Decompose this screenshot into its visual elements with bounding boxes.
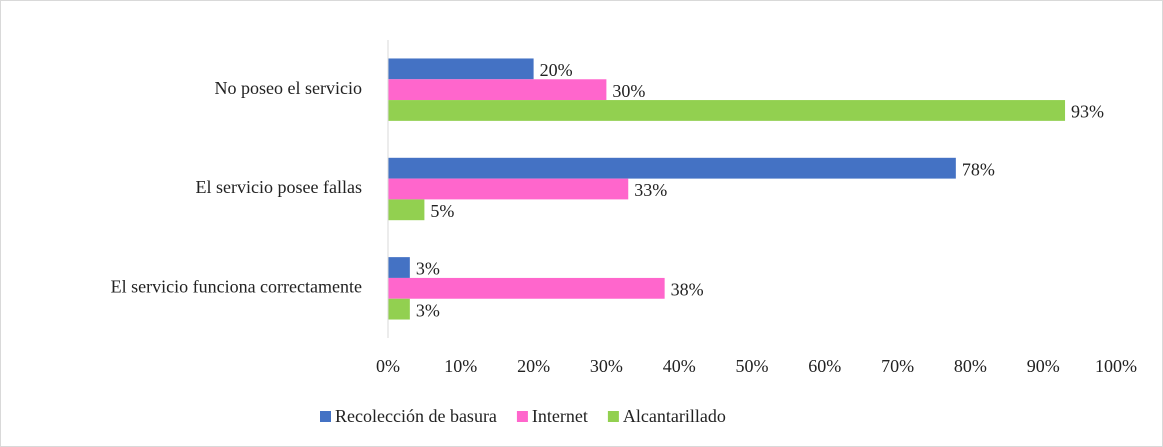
data-label: 5% [430,201,454,221]
data-label: 38% [671,279,704,299]
legend-label: Recolección de basura [335,406,497,426]
data-label: 20% [540,60,573,80]
data-label: 3% [416,259,440,279]
x-tick-label: 30% [590,356,623,376]
y-tick-label: No poseo el servicio [215,78,362,98]
bar [388,100,1066,121]
data-label: 3% [416,300,440,320]
legend-label: Alcantarillado [623,406,726,426]
legend-swatch [320,411,331,422]
y-tick-label: El servicio posee fallas [196,177,362,197]
x-tick-label: 100% [1095,356,1137,376]
x-tick-label: 40% [663,356,696,376]
bar [388,298,410,320]
bar [388,277,665,299]
legend-swatch [607,411,619,422]
x-tick-label: 60% [808,356,841,376]
bar [388,58,534,80]
legend-label: Internet [532,406,588,426]
y-tick-label: El servicio funciona correctamente [111,276,362,296]
x-tick-label: 0% [376,356,400,376]
legend-swatch [516,411,528,422]
x-tick-label: 90% [1027,356,1060,376]
x-tick-label: 70% [881,356,914,376]
data-label: 30% [612,81,645,101]
data-label: 93% [1071,102,1104,122]
x-tick-label: 20% [517,356,550,376]
bar [388,157,956,179]
x-tick-label: 80% [954,356,987,376]
data-label: 78% [962,159,995,179]
x-tick-label: 10% [444,356,477,376]
bar [388,178,629,200]
bar [388,199,425,221]
data-label: 33% [634,180,667,200]
bar [388,257,410,278]
bar [388,79,607,101]
x-tick-label: 50% [736,356,769,376]
